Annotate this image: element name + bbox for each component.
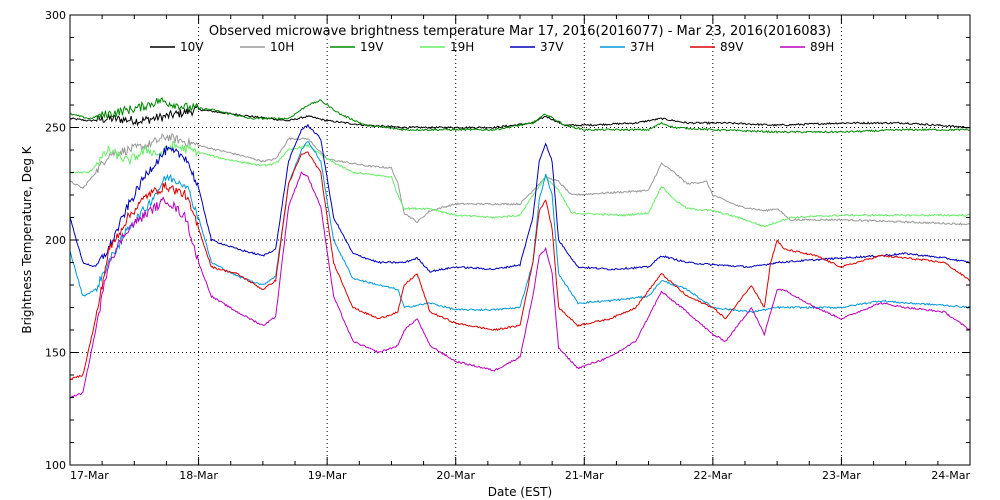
x-tick-label: 21-Mar: [565, 469, 604, 482]
legend-label-10V: 10V: [180, 40, 204, 54]
legend-label-19V: 19V: [360, 40, 384, 54]
legend-label-37H: 37H: [630, 40, 654, 54]
x-tick-label: 24-Mar: [931, 469, 970, 482]
legend-label-89H: 89H: [810, 40, 834, 54]
legend-label-10H: 10H: [270, 40, 294, 54]
series-line-19V: [69, 97, 971, 134]
legend-label-89V: 89V: [720, 40, 744, 54]
y-tick-label: 300: [45, 9, 66, 22]
series-line-37H: [69, 141, 971, 314]
chart-title: Observed microwave brightness temperatur…: [209, 24, 831, 39]
x-tick-label: 19-Mar: [308, 469, 347, 482]
y-tick-label: 100: [45, 459, 66, 472]
x-axis-label: Date (EST): [488, 485, 552, 499]
series-line-37V: [69, 123, 971, 273]
y-tick-label: 250: [45, 122, 66, 135]
y-tick-label: 200: [45, 234, 66, 247]
series-line-89V: [69, 151, 971, 381]
y-tick-label: 150: [45, 347, 66, 360]
legend-label-37V: 37V: [540, 40, 564, 54]
series-line-89H: [69, 171, 971, 399]
x-tick-label: 23-Mar: [822, 469, 861, 482]
legend-label-19H: 19H: [450, 40, 474, 54]
x-tick-label: 17-Mar: [70, 469, 109, 482]
x-tick-label: 18-Mar: [179, 469, 218, 482]
x-tick-label: 20-Mar: [436, 469, 475, 482]
series-line-19H: [69, 140, 971, 228]
y-axis-label: Brightness Temperature, Deg K: [20, 145, 34, 333]
series-line-10V: [69, 103, 971, 130]
x-tick-label: 22-Mar: [693, 469, 732, 482]
series-line-10H: [69, 133, 971, 226]
